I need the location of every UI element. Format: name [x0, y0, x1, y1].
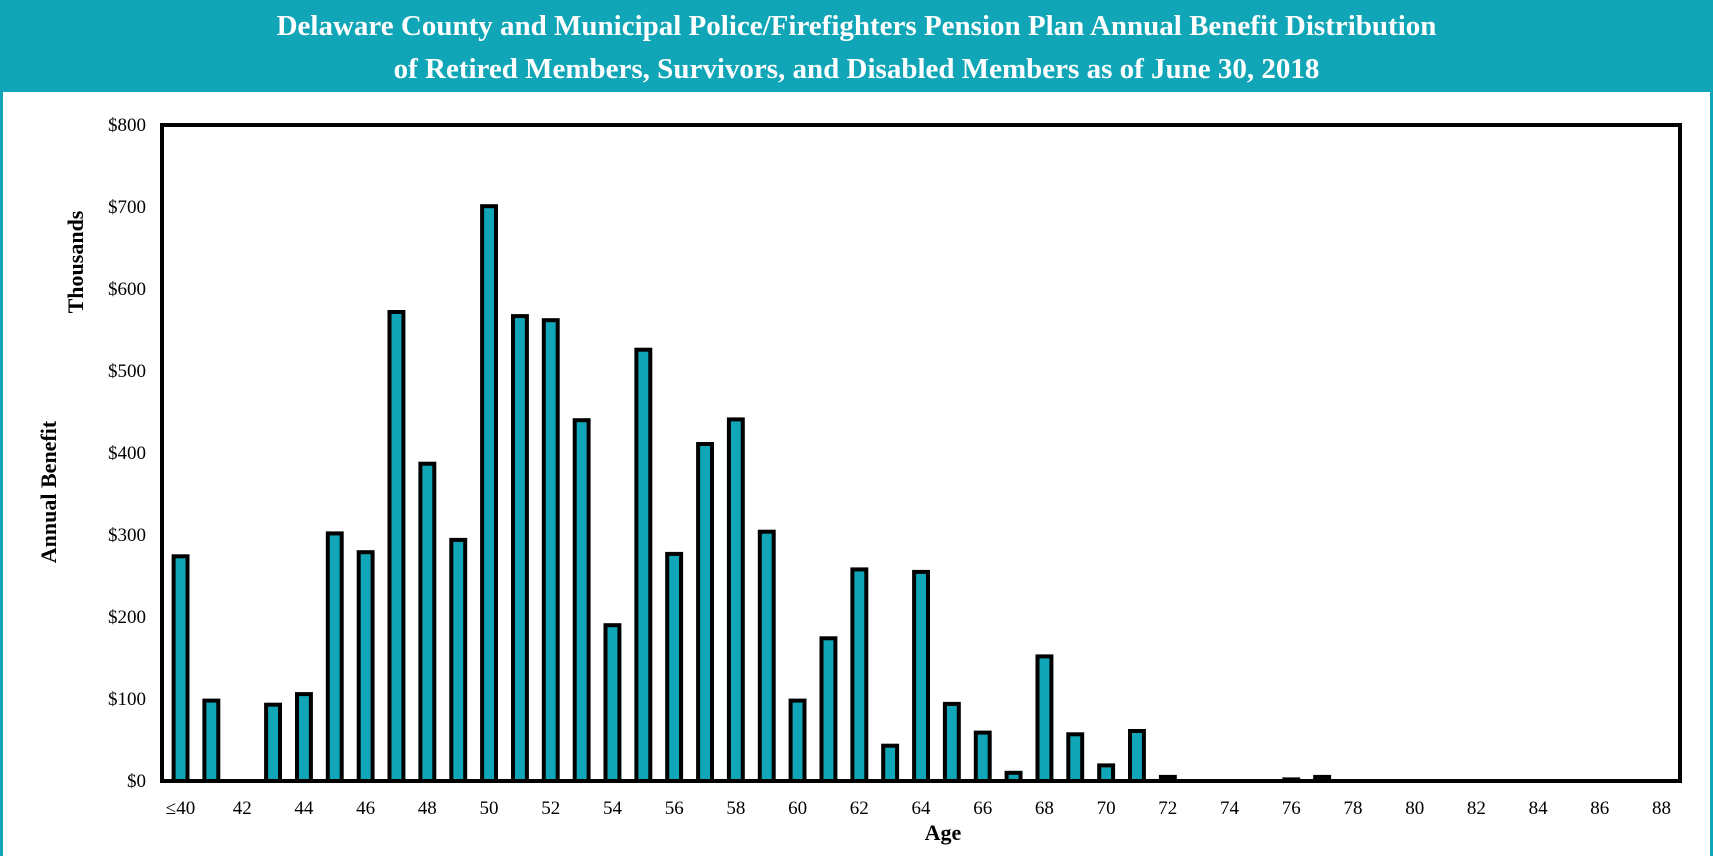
x-tick-label: 58 [726, 798, 745, 819]
y-tick-label: $300 [108, 525, 146, 546]
x-tick-label: 54 [603, 798, 623, 819]
plot-area-border [160, 123, 1682, 783]
bar-49 [449, 537, 468, 784]
x-tick-label: 50 [480, 798, 499, 819]
x-tick-label: 78 [1344, 798, 1363, 819]
bar-60 [788, 698, 807, 783]
bar-50 [480, 204, 499, 783]
y-tick-label: $200 [108, 607, 146, 628]
x-tick-label: 66 [973, 798, 992, 819]
bar-59 [757, 529, 776, 784]
y-tick-label: $100 [108, 689, 146, 710]
bar-57 [696, 442, 714, 783]
y-tick-label: $700 [108, 197, 146, 218]
bar-44 [295, 692, 313, 783]
bar-55 [634, 347, 653, 783]
y-axis-label: Annual Benefit [36, 420, 61, 563]
bar-58 [726, 417, 745, 783]
bar-56 [665, 551, 684, 784]
x-tick-label: ≤40 [166, 798, 195, 819]
bar-64 [912, 569, 930, 784]
bar-70 [1097, 763, 1116, 784]
bar-53 [572, 418, 591, 783]
x-tick-label: 60 [788, 798, 807, 819]
x-axis-ticks: ≤40 42 44 46 48 50 52 54 56 58 60 62 64 66 68 70 72 74 76 7… [166, 798, 1671, 819]
chart-subtitle: of Retired Members, Survivors, and Disab… [393, 53, 1320, 85]
x-axis-label: Age [925, 820, 962, 845]
bar-47 [387, 310, 406, 783]
y-tick-label: $0 [127, 771, 146, 792]
bar-54 [603, 623, 622, 784]
bar-66 [973, 730, 992, 783]
x-tick-label: 82 [1467, 798, 1486, 819]
x-tick-label: 56 [665, 798, 684, 819]
x-tick-label: 42 [233, 798, 252, 819]
x-tick-label: 48 [418, 798, 437, 819]
bar-41 [202, 698, 221, 783]
x-tick-label: 70 [1097, 798, 1116, 819]
bar-43 [264, 702, 283, 784]
bar-48 [418, 461, 437, 783]
x-tick-label: 52 [541, 798, 560, 819]
bar-51 [511, 314, 529, 783]
x-tick-label: 86 [1590, 798, 1609, 819]
y-axis-unit-label: Thousands [63, 210, 88, 313]
y-tick-label: $500 [108, 361, 146, 382]
x-tick-label: 76 [1282, 798, 1301, 819]
chart-title: Delaware County and Municipal Police/Fir… [276, 10, 1437, 42]
x-tick-label: 46 [356, 798, 375, 819]
bar-62 [850, 567, 869, 784]
y-tick-label: $400 [108, 443, 146, 464]
bar-45 [325, 531, 344, 784]
x-tick-label: 64 [912, 798, 932, 819]
bar-63 [881, 743, 900, 784]
x-tick-label: 74 [1220, 798, 1240, 819]
bar-≤40 [171, 554, 190, 783]
y-axis-ticks: $0 $100 $200 $300 $400 $500 $600 $700 $800 [108, 115, 146, 792]
bar-61 [819, 636, 838, 783]
y-tick-label: $600 [108, 279, 146, 300]
bar-46 [356, 550, 375, 784]
x-tick-label: 80 [1405, 798, 1424, 819]
bars-group [171, 204, 1332, 784]
x-tick-label: 68 [1035, 798, 1054, 819]
x-tick-label: 88 [1652, 798, 1671, 819]
bar-52 [541, 318, 560, 783]
bar-68 [1035, 654, 1054, 784]
x-tick-label: 84 [1529, 798, 1549, 819]
bar-69 [1066, 732, 1085, 783]
bar-65 [942, 701, 961, 784]
x-tick-label: 72 [1158, 798, 1177, 819]
x-tick-label: 44 [294, 798, 314, 819]
bar-71 [1128, 729, 1146, 783]
y-tick-label: $800 [108, 115, 146, 136]
chart-title-bar: Delaware County and Municipal Police/Fir… [0, 0, 1713, 92]
x-tick-label: 62 [850, 798, 869, 819]
